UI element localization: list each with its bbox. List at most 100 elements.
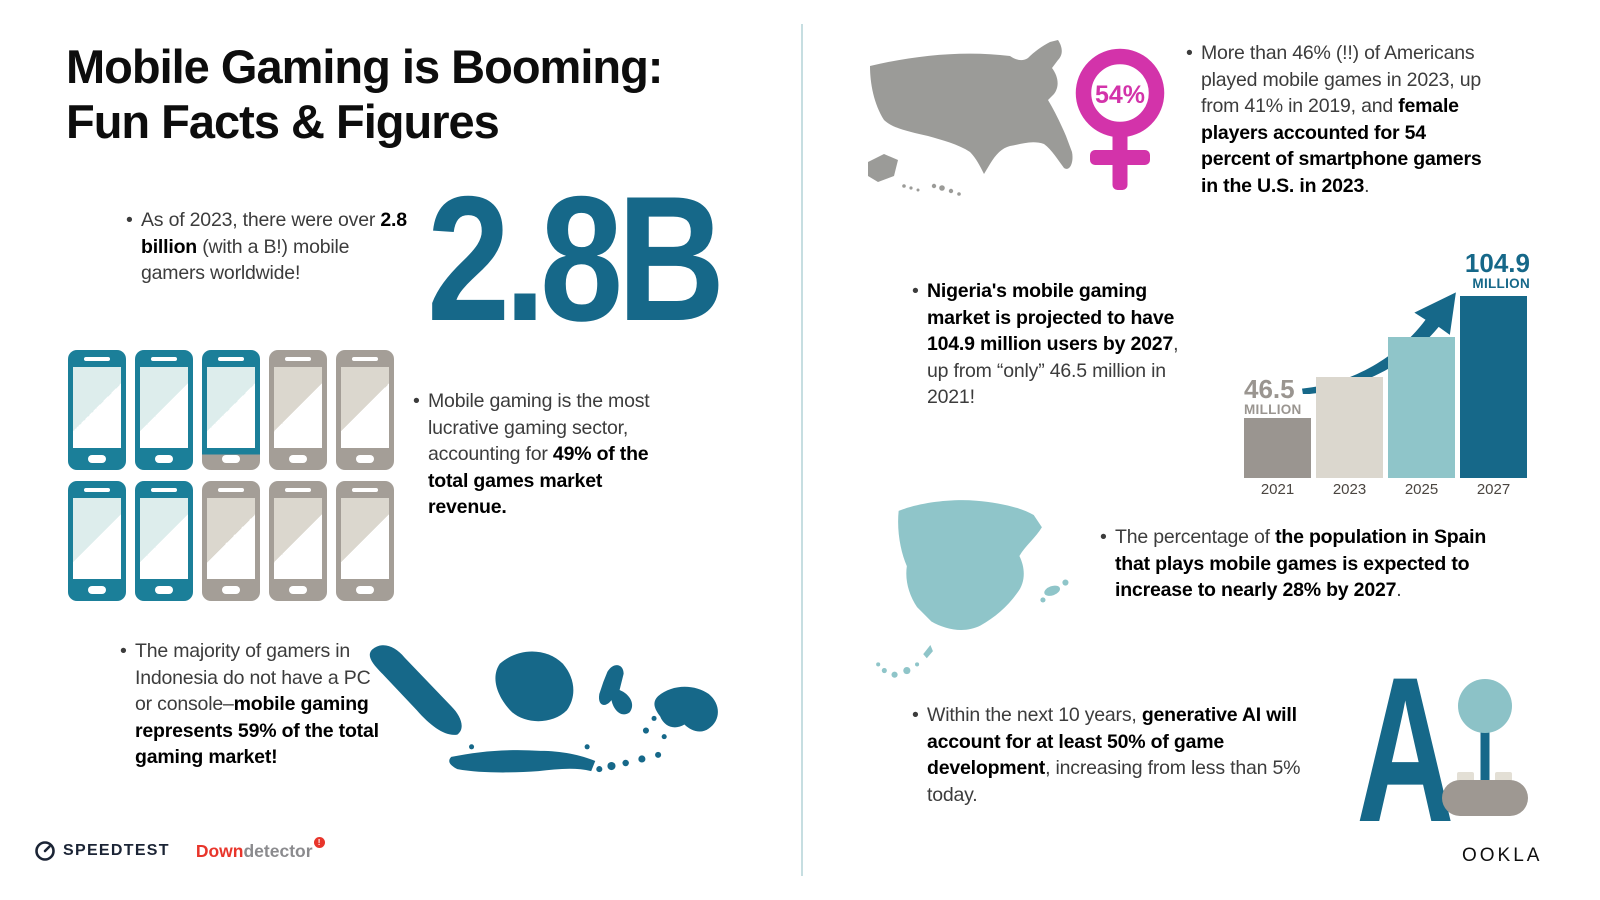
fact-text: More than 46% (!!) of Americans played m… <box>1201 42 1481 118</box>
phone-row <box>68 481 394 601</box>
fact-text: , up from “only” 46.5 million in 2021! <box>927 333 1179 409</box>
phone-icon-gray <box>269 350 327 470</box>
phone-scr <box>73 498 121 579</box>
phone-hm <box>289 455 307 463</box>
fact-text: , increasing from less than 5% today. <box>927 757 1301 806</box>
fact-text: The majority of gamers in Indonesia do n… <box>135 640 371 716</box>
fact-generative-ai: • Within the next 10 years, generative AI… <box>912 702 1319 808</box>
fact-gamers-worldwide: • As of 2023, there were over 2.8 billion… <box>126 207 413 287</box>
phone-spk <box>218 488 244 492</box>
phone-scr <box>140 367 188 448</box>
speedtest-logo: SPEEDTEST <box>34 840 170 862</box>
bullet: • <box>912 704 919 726</box>
fact-text-bold: 49% of the total games market revenue. <box>428 443 649 519</box>
bar-group-2027: 2027 <box>1460 296 1527 500</box>
phone-scr <box>341 367 389 448</box>
joystick-ball <box>1458 679 1512 733</box>
phone-icon-gray <box>336 350 394 470</box>
chart-end-unit: MILLION <box>1472 276 1530 291</box>
phone-scr <box>341 498 389 579</box>
phone-spk <box>352 488 378 492</box>
chart-bars: 2021 2023 2025 2027 <box>1244 296 1527 500</box>
indonesia-map <box>369 645 718 773</box>
phone-hm <box>88 586 106 594</box>
fact-spain: • The percentage of the population in Spa… <box>1100 524 1507 604</box>
bar-group-2023: 2023 <box>1316 377 1383 500</box>
phone-spk <box>151 488 177 492</box>
footer-brands: SPEEDTEST Downdetector ! <box>34 836 325 862</box>
bar-year-label: 2023 <box>1332 481 1367 498</box>
phone-icon-gray <box>202 481 260 601</box>
fact-text-bold: the population in Spain that plays mobil… <box>1115 526 1487 602</box>
bar-2023 <box>1316 377 1383 478</box>
phone-row <box>68 350 394 470</box>
phone-hm <box>356 455 374 463</box>
phone-icon-teal <box>68 350 126 470</box>
female-symbol-badge: 54% <box>1075 48 1165 190</box>
downdetector-word-down: Down <box>195 840 244 861</box>
phone-hm <box>222 455 240 463</box>
phone-spk <box>218 357 244 361</box>
bar-2025 <box>1388 337 1455 478</box>
fact-text: . <box>1364 174 1370 197</box>
phone-icon-partial <box>202 350 260 470</box>
bar-2027 <box>1460 296 1527 478</box>
title-line-1: Mobile Gaming is Booming: <box>66 40 663 93</box>
phone-hm <box>155 455 173 463</box>
spain-map <box>876 500 1069 678</box>
joystick-stick <box>1480 730 1490 785</box>
bar-year-label: 2025 <box>1404 481 1439 498</box>
badge-54-percent: 54% <box>1095 81 1145 109</box>
bar-group-2025: 2025 <box>1388 337 1455 500</box>
fact-usa-female-gamers: • More than 46% (!!) of Americans played … <box>1186 40 1483 199</box>
fact-text-bold: female players accounted for 54 percent … <box>1201 95 1482 197</box>
chart-end-value: 104.9 <box>1464 248 1530 278</box>
downdetector-alert-badge: ! <box>313 836 325 848</box>
speedtest-gauge-icon <box>35 841 55 861</box>
phone-hm <box>356 586 374 594</box>
downdetector-logo: Downdetector ! <box>195 836 325 862</box>
title-line-2: Fun Facts & Figures <box>66 94 500 148</box>
downdetector-word-detector: detector <box>243 840 313 861</box>
phone-scr <box>140 498 188 579</box>
nigeria-users-bar-chart: 46.5 MILLION 104.9 MILLION 2021 2023 2025 2… <box>1218 248 1530 500</box>
fact-text: (with a B!) mobile gamers worldwide! <box>141 235 350 285</box>
fact-text-bold: generative AI will account for at least … <box>927 704 1297 780</box>
phone-hm <box>222 586 240 594</box>
bullet: • <box>912 280 919 302</box>
phone-scr <box>274 367 322 448</box>
phone-icon-teal <box>68 481 126 601</box>
phone-hm <box>88 455 106 463</box>
fact-text: Mobile gaming is the most lucrative gami… <box>428 390 650 466</box>
phone-icon-gray <box>269 481 327 601</box>
ookla-logo: OOKLA <box>1462 845 1543 866</box>
fact-text: As of 2023, there were over <box>141 209 381 231</box>
phone-hm <box>155 586 173 594</box>
bullet: • <box>1186 42 1193 64</box>
phone-spk <box>84 357 110 361</box>
phone-spk <box>352 357 378 361</box>
phone-scr <box>73 367 121 448</box>
growth-arrow-icon <box>1302 292 1456 394</box>
phone-grid <box>68 350 394 601</box>
phone-spk <box>151 357 177 361</box>
phone-hm <box>289 586 307 594</box>
bar-group-2021: 2021 <box>1244 418 1311 500</box>
phone-spk <box>285 357 311 361</box>
bullet: • <box>413 390 420 412</box>
joystick-base <box>1442 780 1528 816</box>
bar-2021 <box>1244 418 1311 478</box>
bar-year-label: 2027 <box>1476 481 1511 498</box>
usa-map <box>868 40 1073 196</box>
chart-start-unit: MILLION <box>1244 402 1302 417</box>
phone-icon-gray <box>336 481 394 601</box>
page-title: Mobile Gaming is Booming: Fun Facts & Fi… <box>66 40 663 149</box>
fact-revenue-share: • Mobile gaming is the most lucrative gam… <box>413 388 680 521</box>
fact-text-bold: Nigeria's mobile gaming market is projec… <box>927 280 1175 356</box>
bullet: • <box>126 209 133 231</box>
phone-icon-teal <box>135 350 193 470</box>
chart-start-value: 46.5 <box>1244 374 1295 404</box>
fact-text-bold: mobile gaming represents 59% of the tota… <box>135 693 379 769</box>
fact-text: Within the next 10 years, <box>927 704 1142 726</box>
bar-year-label: 2021 <box>1260 481 1295 498</box>
